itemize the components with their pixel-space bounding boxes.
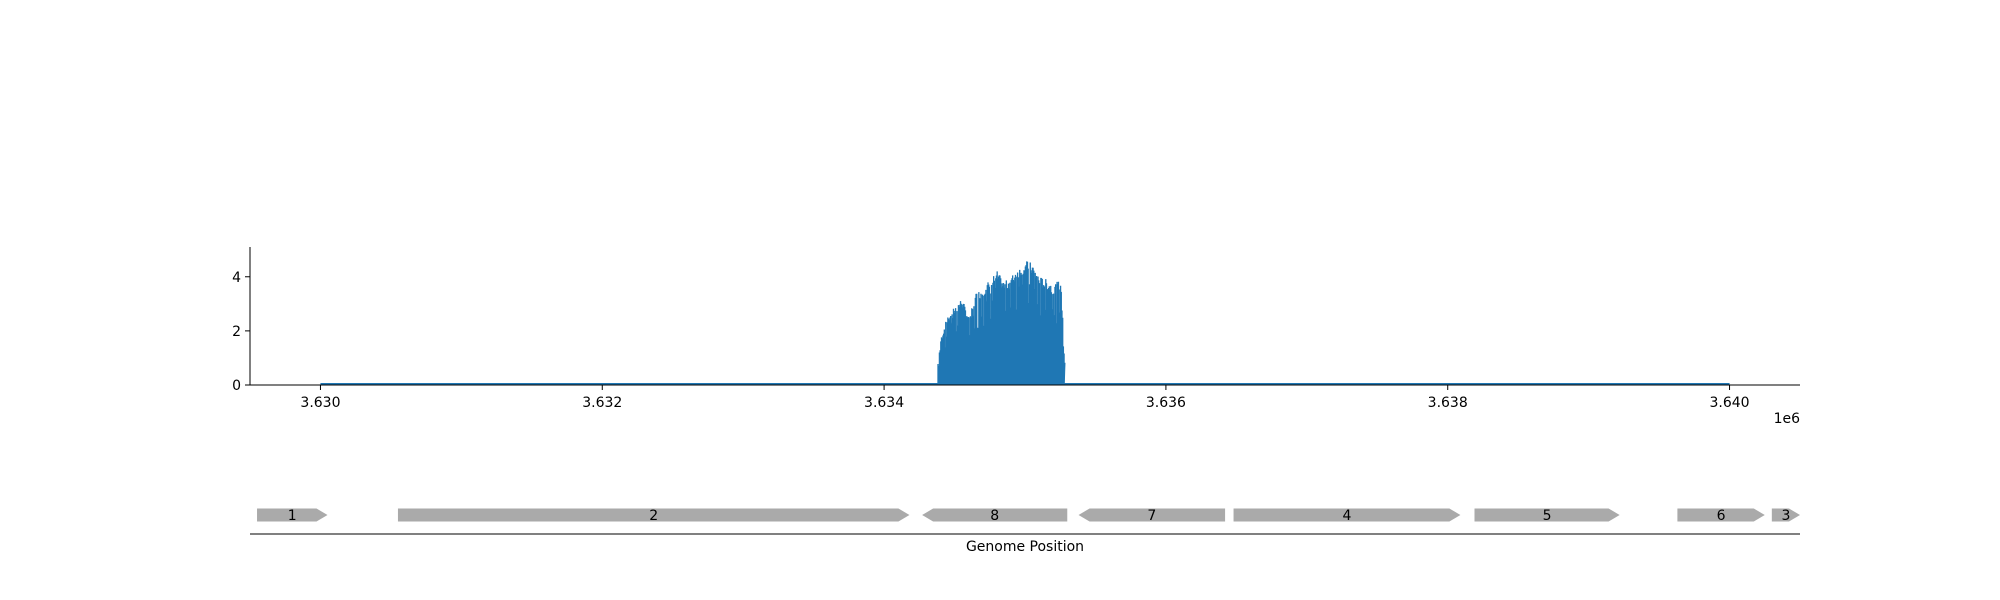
gene-arrow-5 [1474,508,1620,522]
gene-arrow-6 [1677,508,1765,522]
y-axis-ticks: 0 2 4 [232,270,250,394]
gene-label: 6 [1717,508,1726,524]
gene-arrow-2 [397,508,910,522]
gene-label: 7 [1147,508,1156,524]
gene-label: 3 [1781,508,1790,524]
gene-track: 1 2 8 7 4 5 6 3 Genome Position [250,508,1800,555]
x-axis-offset-label: 1e6 [1774,411,1801,427]
x-axis-label: Genome Position [966,539,1084,555]
coverage-plot: 3.630 3.632 3.634 3.636 3.638 3.640 0 2 4 1e6 [232,247,1800,427]
x-tick-label: 3.632 [582,395,622,411]
x-tick-label: 3.640 [1709,395,1749,411]
x-tick-label: 3.630 [300,395,340,411]
gene-arrow-4 [1233,508,1461,522]
coverage-signal [937,261,1066,386]
gene-arrow-3 [1771,508,1800,522]
gene-arrow-1 [257,508,328,522]
y-tick-label: 4 [232,270,241,286]
x-axis-ticks: 3.630 3.632 3.634 3.636 3.638 3.640 [300,385,1750,411]
y-tick-label: 0 [232,378,241,394]
gene-label: 8 [990,508,999,524]
gene-label: 5 [1543,508,1552,524]
x-tick-label: 3.638 [1428,395,1468,411]
gene-arrow-7 [1078,508,1226,522]
gene-arrow-8 [922,508,1068,522]
gene-label: 4 [1343,508,1352,524]
gene-label: 1 [288,508,297,524]
gene-arrows: 1 2 8 7 4 5 6 3 [257,508,1800,524]
gene-label: 2 [649,508,658,524]
coverage-area [320,261,1730,386]
x-tick-label: 3.634 [864,395,904,411]
y-tick-label: 2 [232,324,241,340]
x-tick-label: 3.636 [1146,395,1186,411]
